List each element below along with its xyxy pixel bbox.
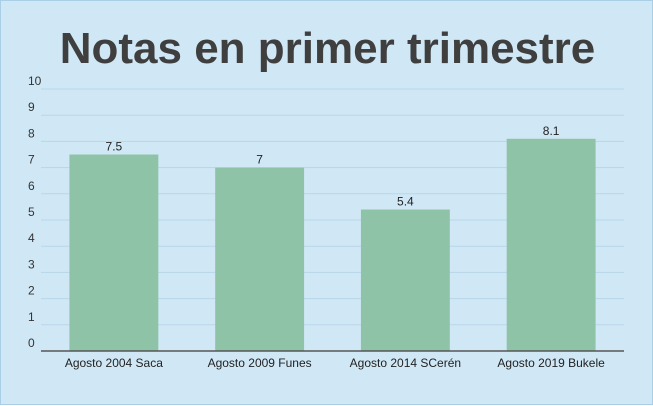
bar bbox=[506, 138, 596, 351]
y-tick-label: 9 bbox=[28, 100, 35, 114]
y-tick-label: 3 bbox=[28, 257, 35, 271]
bar-value-label: 7.5 bbox=[106, 140, 123, 154]
y-tick-label: 1 bbox=[28, 310, 35, 324]
y-tick-label: 4 bbox=[28, 231, 35, 245]
x-category-label: Agosto 2019 Bukele bbox=[497, 356, 605, 370]
y-tick-label: 8 bbox=[28, 126, 35, 140]
bars bbox=[69, 138, 596, 351]
x-category-label: Agosto 2014 SCerén bbox=[350, 356, 461, 370]
y-tick-label: 0 bbox=[28, 336, 35, 350]
bar bbox=[69, 154, 159, 351]
y-tick-label: 5 bbox=[28, 205, 35, 219]
x-category-label: Agosto 2009 Funes bbox=[208, 356, 312, 370]
bar bbox=[215, 167, 305, 351]
y-tick-label: 6 bbox=[28, 179, 35, 193]
y-tick-label: 2 bbox=[28, 284, 35, 298]
bar bbox=[360, 209, 450, 351]
y-tick-label: 7 bbox=[28, 153, 35, 167]
labels: 0 1 2 3 4 5 6 7 8 9 10 7.5 Agosto 2004 Saca 7 Agosto 2… bbox=[28, 74, 605, 370]
bar-value-label: 8.1 bbox=[543, 124, 560, 138]
y-tick-label: 10 bbox=[28, 74, 42, 88]
chart-title: Notas en primer trimestre bbox=[59, 24, 596, 73]
bar-value-label: 5.4 bbox=[397, 195, 414, 209]
x-category-label: Agosto 2004 Saca bbox=[65, 356, 163, 370]
bar-value-label: 7 bbox=[256, 153, 263, 167]
